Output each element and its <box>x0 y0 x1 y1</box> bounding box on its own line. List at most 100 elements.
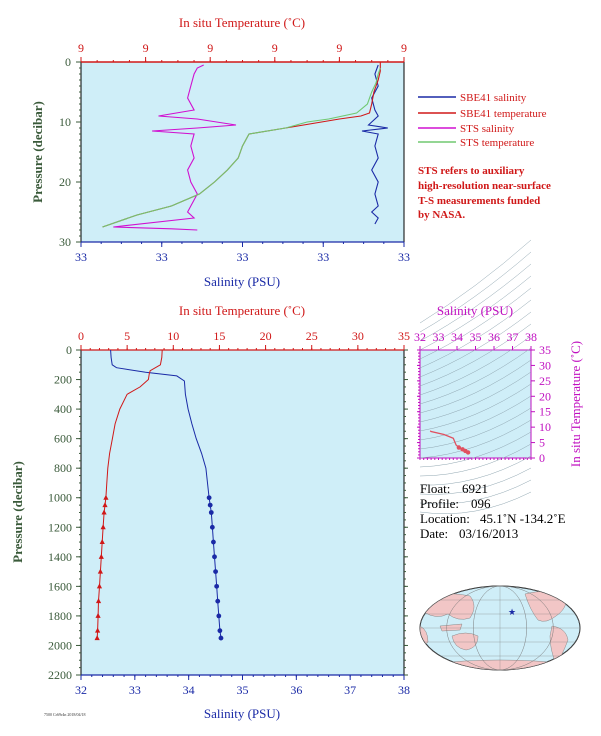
profile-label: Profile: <box>420 496 459 511</box>
ts-point <box>456 445 462 450</box>
sts-note-line-4: by NASA. <box>418 209 465 221</box>
bottom-pressure-tick-label: 400 <box>54 402 72 416</box>
ts-point <box>465 450 471 455</box>
date-value: 03/16/2013 <box>459 526 518 541</box>
bottom-temperature-point <box>100 524 106 530</box>
location-label: Location: <box>420 511 470 526</box>
ts-density-contour <box>419 419 532 459</box>
bottom-temp-tick-label: 5 <box>124 329 130 343</box>
ts-series-group <box>429 430 471 455</box>
bottom-pressure-tick-label: 1000 <box>48 491 72 505</box>
bottom-sal-tick-label: 33 <box>129 683 141 697</box>
bottom-sal-tick-label: 34 <box>183 683 195 697</box>
bottom-temp-tick-label: 10 <box>167 329 179 343</box>
bottom-pressure-tick-label: 1200 <box>48 520 72 534</box>
land-indonesia <box>439 623 463 632</box>
float-location-marker: ★ <box>508 607 516 617</box>
bottom-temp-tick-label: 20 <box>260 329 272 343</box>
ts-sal-tick-label: 33 <box>433 330 445 344</box>
bottom-temperature-ticks: 0 5 10 15 20 25 30 35 <box>78 329 410 351</box>
bottom-temperature-point <box>103 494 109 500</box>
ts-density-contour <box>419 335 532 396</box>
top-pressure-tick-label: 10 <box>59 115 71 129</box>
profile-value: 096 <box>471 496 491 511</box>
bottom-salinity-point <box>207 502 213 508</box>
ts-density-contour <box>419 239 532 324</box>
ts-temp-tick-label: 5 <box>539 436 545 450</box>
bottom-pressure-label: Pressure (decibar) <box>10 461 25 563</box>
bottom-salinity-point <box>213 569 218 574</box>
bottom-panel: In situ Temperature (˚C) 0 5 10 15 20 25 30 35 … <box>10 303 410 721</box>
bottom-sal-tick-label: 32 <box>75 683 87 697</box>
ts-sal-tick-label: 36 <box>488 330 500 344</box>
land-australia <box>451 632 479 651</box>
ts-salinity-ticks: 32 33 34 35 36 37 38 <box>414 330 537 460</box>
bottom-temp-tick-label: 35 <box>398 329 410 343</box>
ts-density-contour <box>419 299 532 369</box>
top-temperature-title: In situ Temperature (˚C) <box>179 15 305 30</box>
ts-density-contour <box>419 347 532 405</box>
ts-density-contour <box>419 479 532 505</box>
ts-salinity-title: Salinity (PSU) <box>437 303 513 318</box>
bottom-pressure-tick-label: 1600 <box>48 579 72 593</box>
bottom-temperature-point <box>101 509 107 515</box>
top-sal-tick-label: 33 <box>156 250 168 264</box>
bottom-pressure-tick-label: 600 <box>54 432 72 446</box>
ts-density-contour <box>419 383 532 432</box>
bottom-pressure-ticks: 0 200 400 600 800 1000 1200 1400 1600 1800 2000 220… <box>48 343 408 682</box>
sts-note-line-3: T-S measurements funded <box>418 195 540 207</box>
top-temp-tick-label: 9 <box>143 41 149 55</box>
bottom-salinity-point <box>211 539 216 545</box>
bottom-temperature-point <box>95 612 101 618</box>
bottom-sal-tick-label: 35 <box>237 683 249 697</box>
ts-temp-tick-label: 0 <box>539 451 545 465</box>
map-meridian <box>419 585 581 671</box>
top-legend: SBE41 salinity SBE41 temperature STS sal… <box>418 92 547 149</box>
bottom-salinity-point <box>218 635 224 641</box>
top-pressure-ticks: 0 10 20 30 <box>59 55 81 249</box>
bottom-temperature-point <box>99 539 105 545</box>
ts-plot-background <box>419 349 532 459</box>
float-label: Float: <box>420 481 450 496</box>
bottom-temperature-point <box>95 627 101 633</box>
bottom-salinity-ticks: 32 33 34 35 36 37 38 <box>75 674 410 697</box>
legend-label-sbe41-salinity: SBE41 salinity <box>460 92 527 104</box>
ts-sal-tick-label: 34 <box>451 330 463 344</box>
bottom-temperature-point <box>97 568 103 574</box>
date-label: Date: <box>420 526 448 541</box>
bottom-salinity-point <box>217 628 223 634</box>
top-pressure-tick-label: 30 <box>59 235 71 249</box>
ts-sal-tick-label: 38 <box>525 330 537 344</box>
float-value: 6921 <box>462 481 488 496</box>
location-value: 45.1˚N -134.2˚E <box>480 511 566 526</box>
sts-note-line-2: high-resolution near-surface <box>418 180 551 192</box>
top-sal-tick-label: 33 <box>317 250 329 264</box>
top-salinity-label: Salinity (PSU) <box>204 274 280 289</box>
top-pressure-tick-label: 0 <box>65 55 71 69</box>
top-temp-tick-label: 9 <box>78 41 84 55</box>
ts-density-contour <box>419 287 532 360</box>
ts-sal-tick-label: 37 <box>507 330 519 344</box>
ts-density-contours <box>419 239 532 514</box>
sts-note: STS refers to auxiliary high-resolution … <box>418 165 551 221</box>
top-series-group <box>102 62 388 231</box>
ts-temperature-label: In situ Temperature (˚C) <box>568 341 583 467</box>
ts-density-contour <box>419 251 532 333</box>
bottom-sal-tick-label: 36 <box>290 683 302 697</box>
bottom-temp-tick-label: 15 <box>213 329 225 343</box>
map-graticule <box>419 585 581 671</box>
legend-label-sts-temperature: STS temperature <box>460 137 534 149</box>
bottom-pressure-tick-label: 0 <box>66 343 72 357</box>
top-temp-tick-label: 9 <box>207 41 213 55</box>
top-temperature-ticks: 9 9 9 9 9 9 <box>78 41 407 62</box>
top-temp-tick-label: 9 <box>272 41 278 55</box>
bottom-temperature-title: In situ Temperature (˚C) <box>179 303 305 318</box>
bottom-pressure-tick-label: 200 <box>54 373 72 387</box>
bottom-salinity-point <box>212 554 217 560</box>
legend-label-sts-salinity: STS salinity <box>460 123 515 135</box>
ts-temp-tick-label: 25 <box>539 374 551 388</box>
bottom-pressure-tick-label: 2200 <box>48 668 72 682</box>
top-temp-tick-label: 9 <box>336 41 342 55</box>
bottom-series-salinity-line <box>110 349 222 639</box>
